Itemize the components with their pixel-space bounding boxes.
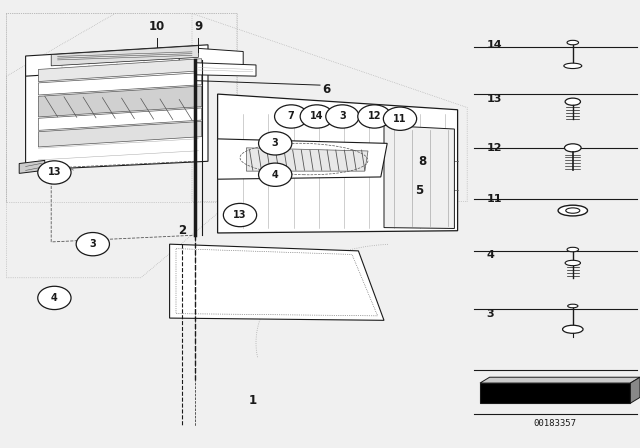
- Text: 3: 3: [339, 112, 346, 121]
- Polygon shape: [38, 86, 202, 117]
- Circle shape: [300, 105, 333, 128]
- Polygon shape: [179, 47, 243, 67]
- Polygon shape: [170, 244, 384, 320]
- Text: 3: 3: [272, 138, 278, 148]
- Ellipse shape: [567, 40, 579, 45]
- Ellipse shape: [563, 325, 583, 333]
- Text: 4: 4: [486, 250, 494, 260]
- Polygon shape: [51, 46, 198, 66]
- Text: 12: 12: [486, 143, 502, 153]
- Ellipse shape: [558, 205, 588, 216]
- Text: 12: 12: [367, 112, 381, 121]
- Polygon shape: [195, 63, 256, 76]
- Circle shape: [259, 163, 292, 186]
- Text: 14: 14: [486, 40, 502, 50]
- Text: 11: 11: [393, 114, 407, 124]
- Text: 10: 10: [148, 20, 165, 34]
- Circle shape: [259, 132, 292, 155]
- Polygon shape: [38, 108, 202, 130]
- Polygon shape: [38, 73, 202, 95]
- Polygon shape: [218, 139, 387, 179]
- Polygon shape: [26, 56, 208, 170]
- Polygon shape: [26, 45, 208, 76]
- Text: 4: 4: [272, 170, 278, 180]
- Text: 9: 9: [195, 20, 202, 34]
- Polygon shape: [480, 383, 630, 403]
- Polygon shape: [38, 59, 202, 82]
- Circle shape: [223, 203, 257, 227]
- Polygon shape: [480, 377, 640, 383]
- Text: 3: 3: [90, 239, 96, 249]
- Text: 6: 6: [323, 83, 330, 96]
- Polygon shape: [218, 94, 458, 233]
- Circle shape: [326, 105, 359, 128]
- Ellipse shape: [564, 63, 582, 69]
- Ellipse shape: [566, 208, 580, 213]
- Text: 00183357: 00183357: [534, 419, 577, 428]
- Circle shape: [383, 107, 417, 130]
- Polygon shape: [38, 121, 202, 147]
- Polygon shape: [19, 160, 45, 173]
- Polygon shape: [246, 148, 368, 171]
- Text: 5: 5: [415, 184, 423, 197]
- Circle shape: [38, 161, 71, 184]
- Text: 4: 4: [51, 293, 58, 303]
- Ellipse shape: [565, 260, 580, 266]
- Text: 13: 13: [233, 210, 247, 220]
- Text: 13: 13: [486, 94, 502, 103]
- Ellipse shape: [564, 144, 581, 152]
- Ellipse shape: [565, 98, 580, 105]
- Circle shape: [358, 105, 391, 128]
- Text: 2: 2: [179, 224, 186, 237]
- Text: 7: 7: [288, 112, 294, 121]
- Text: 14: 14: [310, 112, 324, 121]
- Circle shape: [38, 286, 71, 310]
- Ellipse shape: [568, 304, 578, 308]
- Text: 3: 3: [486, 309, 494, 319]
- Circle shape: [76, 233, 109, 256]
- Text: 1: 1: [249, 394, 257, 408]
- Polygon shape: [384, 125, 454, 228]
- Text: 11: 11: [486, 194, 502, 204]
- Text: 13: 13: [47, 168, 61, 177]
- Circle shape: [275, 105, 308, 128]
- Ellipse shape: [567, 247, 579, 252]
- Text: 8: 8: [419, 155, 426, 168]
- Polygon shape: [630, 377, 640, 403]
